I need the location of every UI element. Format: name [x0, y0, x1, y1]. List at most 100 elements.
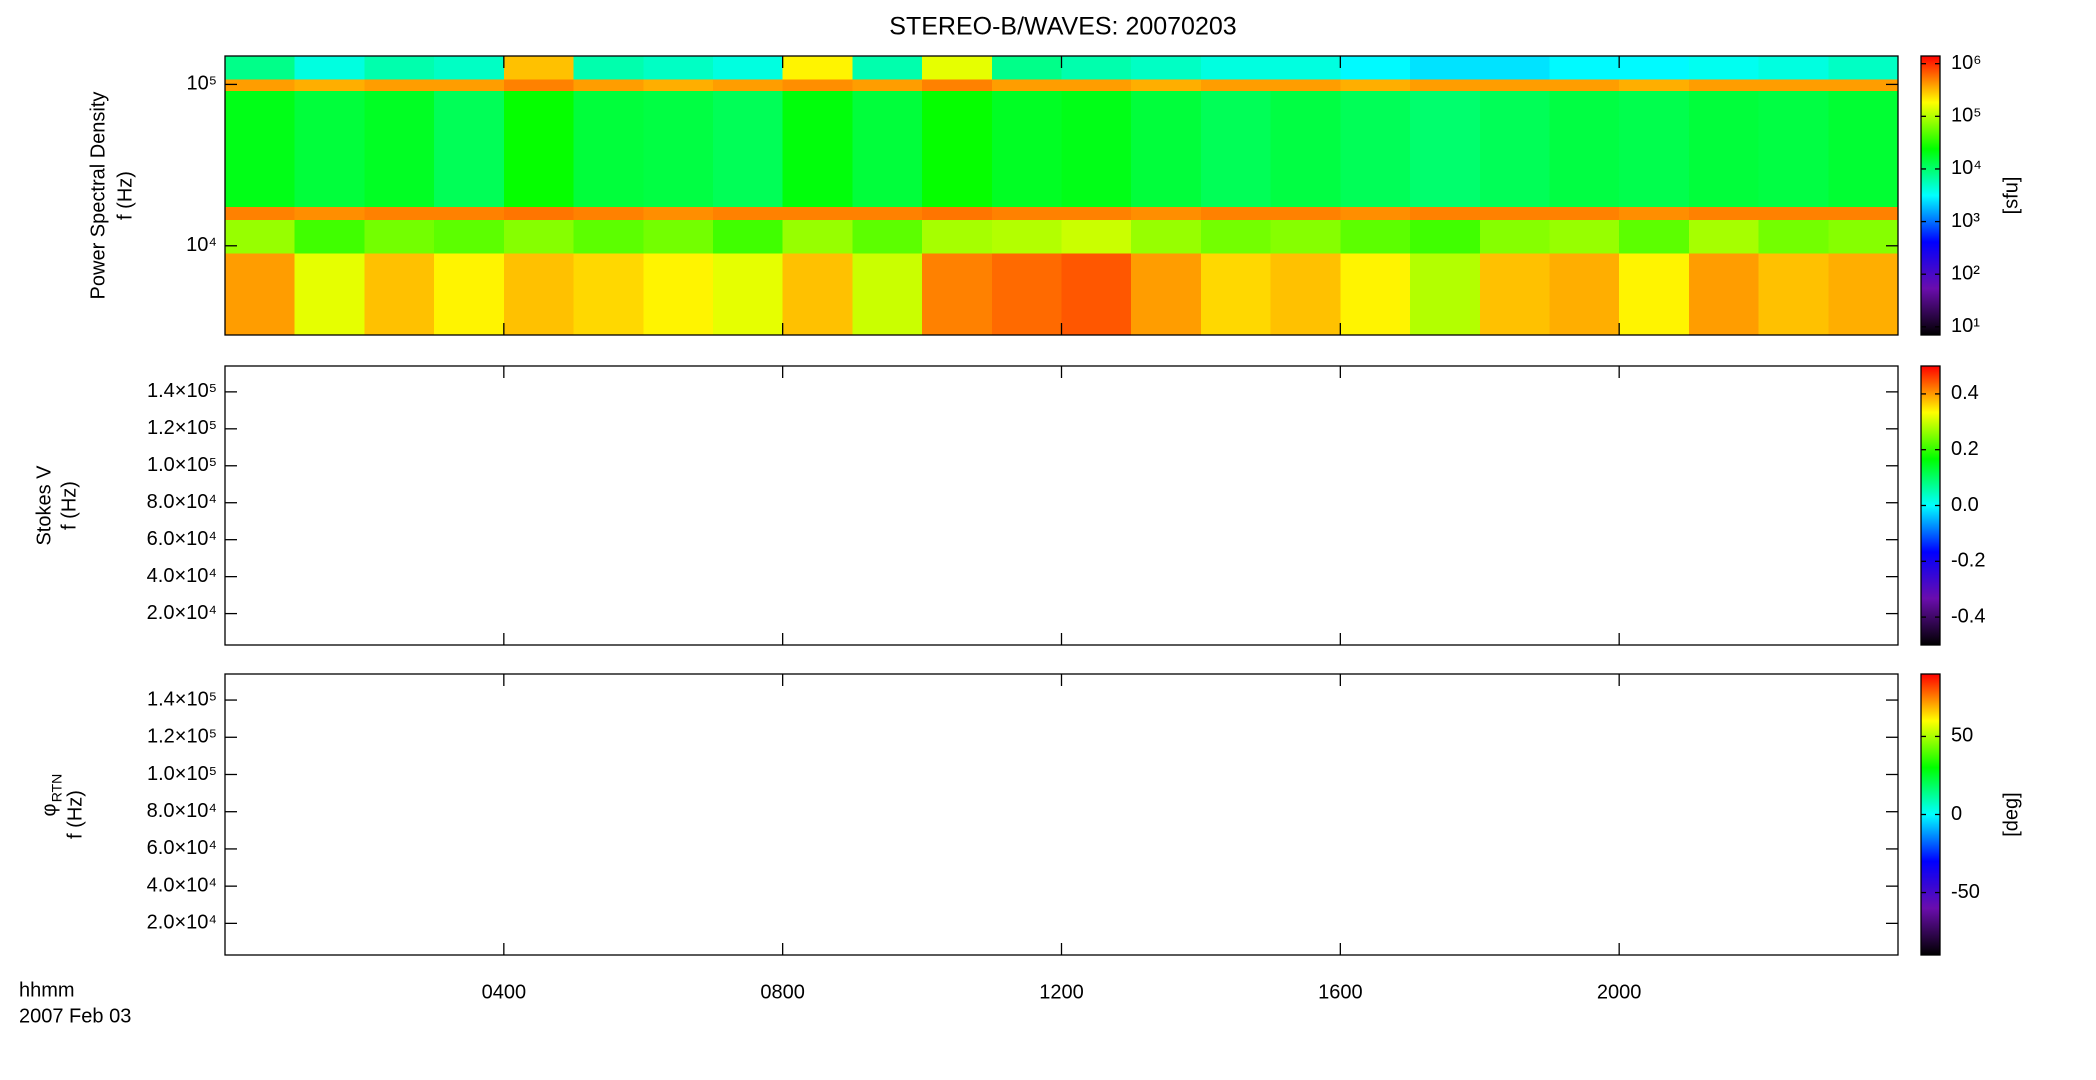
y-axis-title: f (Hz)	[64, 790, 86, 839]
heatmap-cell	[643, 206, 714, 221]
y-axis-title: Power Spectral Density	[87, 92, 109, 300]
heatmap-cell	[1619, 56, 1690, 80]
y-axis-title: Stokes V	[33, 465, 55, 546]
heatmap-cell	[294, 219, 365, 254]
heatmap-cell	[503, 206, 575, 221]
heatmap-cell	[1688, 79, 1760, 91]
heatmap-cell	[1200, 56, 1272, 80]
heatmap-cell	[1340, 79, 1411, 91]
heatmap-cell	[1549, 206, 1620, 221]
heatmap-cell	[922, 253, 993, 336]
heatmap-cell	[1270, 90, 1341, 208]
heatmap-cell	[434, 253, 505, 336]
y-axis-symbol: φ	[38, 803, 60, 816]
heatmap-cell	[643, 90, 714, 208]
heatmap-cell	[225, 219, 296, 254]
heatmap-cell	[225, 79, 296, 91]
heatmap-cell	[643, 56, 714, 80]
colorbar-tick-label: 0.4	[1951, 382, 1979, 404]
heatmap-cell	[225, 56, 296, 80]
heatmap-cell	[852, 253, 923, 336]
heatmap-cell	[225, 253, 296, 336]
heatmap-cell	[1131, 206, 1202, 221]
heatmap-cell	[364, 79, 435, 91]
heatmap-cell	[1200, 219, 1272, 254]
heatmap-cell	[1479, 56, 1550, 80]
heatmap-cell	[1270, 206, 1341, 221]
chart-title: STEREO-B/WAVES: 20070203	[889, 13, 1236, 41]
heatmap-cell	[1410, 253, 1481, 336]
heatmap-cell	[1828, 219, 1899, 254]
heatmap-cell	[991, 79, 1062, 91]
heatmap-cell	[1270, 253, 1341, 336]
heatmap-cell	[1619, 219, 1690, 254]
colorbar-tick-label: 10⁴	[1951, 157, 1982, 179]
heatmap-cell	[1410, 90, 1481, 208]
heatmap-cell	[852, 90, 923, 208]
heatmap-cell	[643, 219, 714, 254]
heatmap-cell	[1828, 79, 1899, 91]
heatmap-cell	[1549, 219, 1620, 254]
colorbar-tick-label: 50	[1951, 725, 1973, 747]
heatmap-cell	[503, 79, 575, 91]
colorbar-tick-label: 0.2	[1951, 438, 1979, 460]
x-tick-label: 0400	[482, 981, 527, 1003]
heatmap-cell	[1410, 219, 1481, 254]
heatmap-cell	[922, 206, 993, 221]
colorbar	[1920, 55, 1941, 336]
heatmap-cell	[991, 206, 1062, 221]
heatmap-cell	[364, 253, 435, 336]
y-tick-label: 2.0×10⁴	[147, 602, 217, 624]
colorbar-tick-label: 10²	[1951, 262, 1980, 284]
heatmap-cell	[294, 56, 365, 80]
heatmap-cell	[1479, 90, 1550, 208]
heatmap-cell	[294, 90, 365, 208]
heatmap-cell	[1200, 79, 1272, 91]
heatmap-cell	[503, 90, 575, 208]
x-axis-label: hhmm	[19, 979, 75, 1001]
heatmap-cell	[1619, 253, 1690, 336]
heatmap-cell	[1340, 219, 1411, 254]
heatmap-cell	[991, 90, 1062, 208]
heatmap-cell	[1131, 56, 1202, 80]
heatmap-cell	[922, 219, 993, 254]
heatmap-cell	[991, 253, 1062, 336]
heatmap-cell	[1688, 206, 1760, 221]
heatmap-cell	[1479, 253, 1550, 336]
heatmap-cell	[1688, 253, 1760, 336]
heatmap-cell	[1758, 90, 1829, 208]
heatmap-cell	[712, 219, 784, 254]
y-tick-label: 2.0×10⁴	[147, 912, 217, 934]
y-tick-label: 1.4×10⁵	[147, 688, 217, 710]
colorbar-tick-label: -0.4	[1951, 605, 1985, 627]
heatmap-cell	[1619, 79, 1690, 91]
heatmap-cell	[1200, 90, 1272, 208]
y-tick-label: 8.0×10⁴	[147, 800, 217, 822]
x-tick-label: 2000	[1597, 981, 1642, 1003]
heatmap-cell	[1479, 206, 1550, 221]
heatmap-cell	[1688, 90, 1760, 208]
heatmap-cell	[573, 56, 644, 80]
heatmap-cell	[573, 253, 644, 336]
plot-frame	[224, 673, 1899, 956]
y-tick-label: 1.4×10⁵	[147, 380, 217, 402]
y-axis-title: f (Hz)	[114, 171, 136, 220]
heatmap-cell	[922, 56, 993, 80]
heatmap-cell	[1061, 56, 1132, 80]
colorbar-label: [sfu]	[2000, 177, 2022, 215]
heatmap-cell	[434, 206, 505, 221]
heatmap-cell	[1758, 56, 1829, 80]
x-tick-label: 0800	[760, 981, 805, 1003]
heatmap-cell	[852, 79, 923, 91]
heatmap-cell	[503, 219, 575, 254]
heatmap-cell	[1061, 79, 1132, 91]
date-label: 2007 Feb 03	[19, 1005, 131, 1027]
heatmap-cell	[643, 79, 714, 91]
heatmap-cell	[712, 56, 784, 80]
heatmap-cell	[1828, 253, 1899, 336]
heatmap-cell	[1200, 206, 1272, 221]
heatmap-cell	[1549, 56, 1620, 80]
heatmap-cell	[1549, 79, 1620, 91]
y-tick-label: 1.2×10⁵	[147, 417, 217, 439]
y-tick-label: 1.2×10⁵	[147, 726, 217, 748]
